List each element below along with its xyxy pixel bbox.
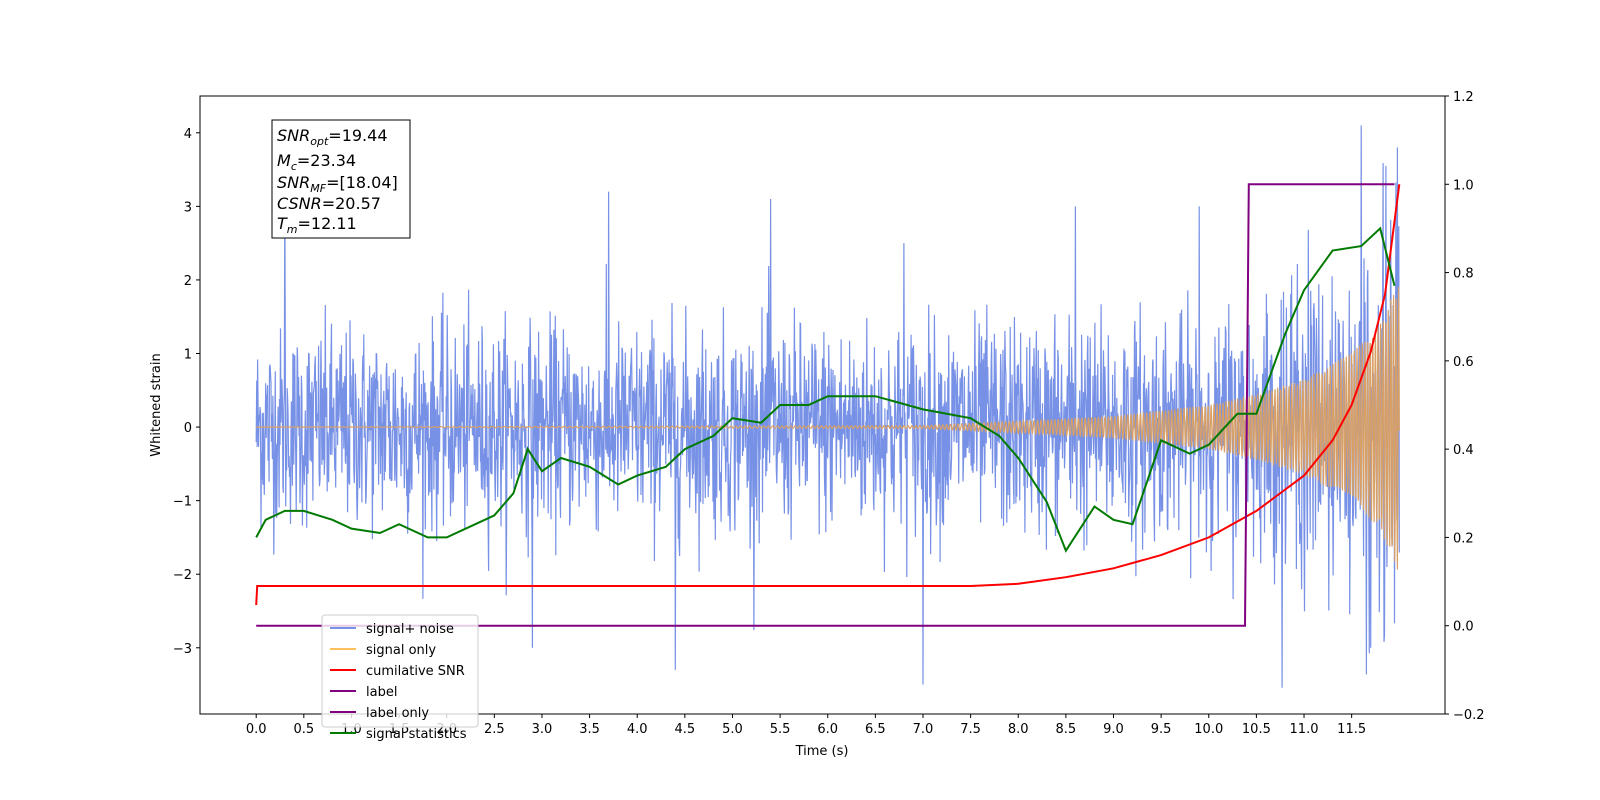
y-tick-label: 2 (184, 274, 192, 289)
series-layer (255, 125, 1401, 688)
x-tick-label: 10.5 (1242, 722, 1271, 737)
y2-tick-label: 0.0 (1453, 620, 1474, 635)
legend-item: signal only (330, 643, 436, 658)
x-tick-label: 7.5 (960, 722, 981, 737)
x-tick-label: 4.0 (627, 722, 648, 737)
x-tick-label: 4.5 (675, 722, 696, 737)
x-tick-label: 7.0 (913, 722, 934, 737)
series-label (256, 183, 1395, 627)
x-tick-label: 0.5 (293, 722, 314, 737)
legend-label: cumilative SNR (366, 664, 465, 679)
x-tick-label: 6.5 (865, 722, 886, 737)
y2-tick-label: 0.4 (1453, 443, 1474, 458)
y-tick-label: −3 (173, 642, 192, 657)
y-tick-label: 4 (184, 127, 192, 142)
series-cumulative-snr (255, 184, 1401, 606)
y2-tick-label: 0.6 (1453, 355, 1474, 370)
series-signal-noise (255, 125, 1400, 688)
y2-tick-label: 1.2 (1453, 90, 1474, 105)
y-tick-label: −2 (173, 568, 192, 583)
y-axis-label: Whitened strain (149, 353, 164, 456)
x-tick-label: 5.0 (722, 722, 743, 737)
x-tick-label: 2.5 (484, 722, 505, 737)
y-tick-label: 0 (184, 421, 192, 436)
x-tick-label: 5.5 (770, 722, 791, 737)
y2-tick-label: −0.2 (1453, 708, 1485, 723)
x-tick-label: 0.0 (246, 722, 267, 737)
series-signal-only (256, 287, 1400, 570)
legend-label: label (366, 685, 397, 700)
x-tick-label: 9.0 (1103, 722, 1124, 737)
legend-item: cumilative SNR (330, 664, 465, 679)
legend-label: signal statistics (366, 727, 467, 742)
x-tick-label: 11.0 (1290, 722, 1319, 737)
legend-item: label (330, 685, 397, 700)
annotation-csnr: CSNR=20.57 (277, 194, 381, 213)
x-tick-label: 8.5 (1056, 722, 1077, 737)
y-tick-label: 3 (184, 200, 192, 215)
annotation-box: SNRopt=19.44 Mc=23.34 SNRMF=[18.04] CSNR… (271, 119, 411, 239)
x-tick-label: 9.5 (1151, 722, 1172, 737)
x-tick-label: 8.0 (1008, 722, 1029, 737)
x-tick-label: 11.5 (1337, 722, 1366, 737)
y2-tick-label: 1.0 (1453, 178, 1474, 193)
legend-frame (321, 614, 479, 728)
x-tick-label: 3.0 (532, 722, 553, 737)
annotation-mc: Mc=23.34 (277, 151, 356, 173)
x-tick-label: 10.0 (1194, 722, 1223, 737)
y-tick-label: −1 (173, 495, 192, 510)
legend-item: signal+ noise (330, 622, 454, 637)
x-axis-label: Time (s) (795, 744, 849, 759)
x-tick-label: 3.5 (579, 722, 600, 737)
plot-frame (199, 95, 1446, 715)
x-tick-label: 6.0 (817, 722, 838, 737)
y2-tick-label: 0.2 (1453, 531, 1474, 546)
annotation-tm: Tm=12.11 (277, 214, 357, 236)
annotation-snr-opt: SNRopt=19.44 (277, 126, 388, 148)
legend: signal+ noise signal only cumilative SNR la… (321, 614, 479, 742)
legend-item: label only (330, 706, 429, 721)
legend-label: signal+ noise (366, 622, 454, 637)
legend-label: signal only (366, 643, 436, 658)
annotation-snr-mf: SNRMF=[18.04] (277, 173, 398, 195)
series-signal-statistics (255, 226, 1396, 553)
y-tick-label: 1 (184, 348, 192, 363)
y2-tick-label: 0.8 (1453, 267, 1474, 282)
legend-label: label only (366, 706, 429, 721)
legend-item: signal statistics (330, 727, 467, 742)
